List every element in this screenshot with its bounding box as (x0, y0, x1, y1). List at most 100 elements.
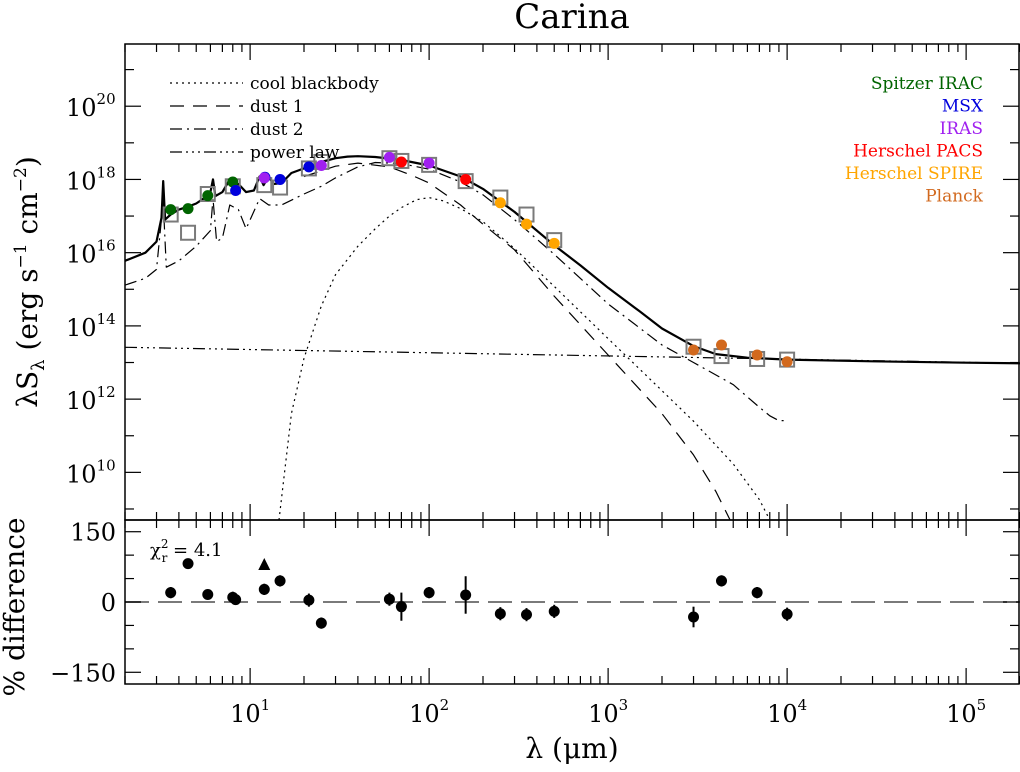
y-tick-exponent: 18 (97, 163, 116, 181)
observed-point-planck (781, 356, 793, 368)
residual-point (165, 587, 177, 599)
x-tick-label: 104 (767, 696, 807, 728)
axes-frames (124, 43, 1020, 685)
residual-point (781, 608, 793, 620)
x-tick-exponent: 1 (261, 696, 271, 714)
y-tick-label: 1014 (66, 310, 116, 342)
residual-point (494, 608, 506, 620)
observed-point-planck (716, 339, 728, 351)
observed-point-spitzer-irac (202, 190, 214, 202)
axis-labels: 101 102 103 104 1051010101210141016101810201… (0, 90, 986, 765)
y-title-subscript: λ (28, 359, 49, 370)
y-tick-base: 10 (66, 94, 97, 122)
y-title-main: λS (11, 371, 44, 408)
residual-y-tick-label: −150 (50, 659, 116, 687)
residual-point (751, 587, 763, 599)
residual-point (258, 583, 270, 595)
y-tick-base: 10 (66, 241, 97, 269)
chi-subscript: r (162, 551, 168, 565)
x-tick-label: 101 (230, 696, 270, 728)
y-title-units: ) (11, 156, 44, 167)
model-photometry-square (381, 150, 398, 167)
legend-label-dust-2: dust 2 (250, 120, 304, 140)
residual-triangle-marker (258, 557, 271, 570)
residual-point (182, 558, 194, 570)
observed-point-iras (258, 172, 270, 184)
y-tick-base: 10 (66, 460, 97, 488)
y-tick-label: 1018 (66, 163, 116, 195)
residual-point (274, 575, 286, 587)
y-tick-exponent: 10 (97, 456, 116, 474)
observed-point-spitzer-irac (227, 176, 239, 188)
y-title-exponent: −1 (11, 243, 31, 268)
y-tick-exponent: 12 (97, 383, 116, 401)
observed-point-iras (383, 151, 395, 163)
legend-label-power-law: power law (250, 143, 340, 163)
model-curve-dust-1 (303, 162, 731, 520)
observed-point-msx (274, 173, 286, 185)
y-tick-exponent: 20 (97, 90, 116, 108)
instrument-label-msx: MSX (942, 97, 984, 117)
y-tick-label: 1012 (66, 383, 116, 415)
chart-title: Carina (514, 0, 630, 37)
model-curve-dust-2 (125, 161, 788, 422)
residual-point (315, 617, 327, 629)
model-curve-total (125, 155, 1020, 365)
observed-point-planck (751, 349, 763, 361)
legend-label-cool-blackbody: cool blackbody (250, 74, 379, 94)
residual-point (423, 587, 435, 599)
observed-point-spitzer-irac (182, 203, 194, 215)
residual-y-axis-title: % difference (0, 517, 31, 696)
residual-point (548, 605, 560, 617)
x-tick-label: 103 (588, 696, 628, 728)
x-tick-exponent: 3 (619, 696, 629, 714)
top-panel-content (125, 150, 1020, 520)
chi-superscript: 2 (161, 537, 169, 551)
y-axis-title: λSλ (erg s−1 cm−2) (11, 156, 49, 408)
observed-point-herschel-pacs (460, 173, 472, 185)
x-tick-base: 10 (767, 700, 798, 728)
observed-point-herschel-spire (521, 218, 533, 230)
x-tick-label: 102 (409, 696, 449, 728)
residual-point (303, 594, 315, 606)
x-tick-exponent: 4 (798, 696, 808, 714)
y-tick-exponent: 14 (97, 310, 116, 328)
model-curve-power-law (125, 346, 1020, 364)
x-tick-base: 10 (946, 700, 977, 728)
x-tick-label: 105 (946, 696, 986, 728)
observed-point-iras (315, 160, 327, 172)
instrument-label-iras: IRAS (940, 119, 983, 139)
observed-point-herschel-spire (494, 197, 506, 209)
legend-label-dust-1: dust 1 (250, 97, 304, 117)
bottom-panel-content (125, 557, 1020, 629)
residual-point (521, 609, 533, 621)
residual-point (395, 601, 407, 613)
y-tick-base: 10 (66, 387, 97, 415)
residual-point (460, 589, 472, 601)
y-tick-label: 1010 (66, 456, 116, 488)
observed-point-herschel-spire (548, 237, 560, 249)
residual-point (230, 594, 242, 606)
y-tick-label: 1020 (66, 90, 116, 122)
instrument-label-herschel-pacs: Herschel PACS (853, 142, 983, 162)
x-tick-base: 10 (409, 700, 440, 728)
residual-point (202, 589, 214, 601)
instrument-label-spitzer-irac: Spitzer IRAC (871, 74, 983, 94)
x-tick-base: 10 (230, 700, 261, 728)
model-curve-cool-blackbody (278, 197, 771, 520)
observed-point-msx (303, 161, 315, 173)
y-tick-exponent: 16 (97, 237, 116, 255)
model-photometry-square (180, 224, 197, 241)
residual-y-tick-label: 0 (101, 589, 116, 617)
observed-point-iras (423, 157, 435, 169)
chi-square-label: χ2 r = 4.1 (150, 537, 222, 565)
observed-point-planck (688, 344, 700, 356)
observed-point-herschel-pacs (395, 156, 407, 168)
chi-value: = 4.1 (167, 540, 222, 561)
x-tick-base: 10 (588, 700, 619, 728)
instrument-label-herschel-spire: Herschel SPIRE (845, 164, 983, 184)
instrument-label-planck: Planck (925, 187, 983, 207)
chi-symbol: χ (150, 540, 161, 561)
residual-point (383, 593, 395, 605)
